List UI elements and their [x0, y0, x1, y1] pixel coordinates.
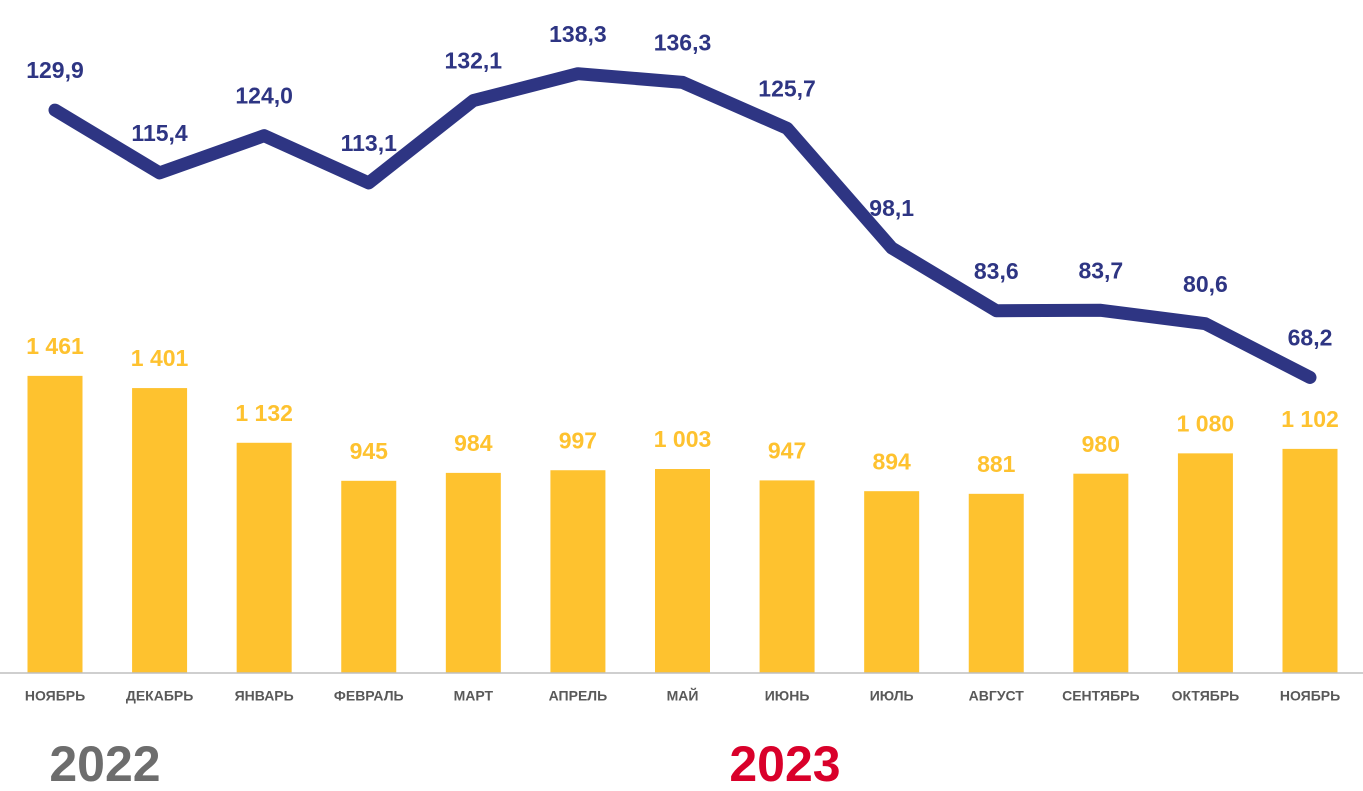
data-label: 68,2 [1288, 325, 1333, 351]
year-label: 2022 [49, 736, 160, 791]
data-label: 129,9 [26, 57, 84, 83]
x-tick-label: АВГУСТ [969, 688, 1025, 704]
year-label: 2023 [729, 736, 840, 791]
x-tick-label: МАЙ [667, 687, 699, 704]
data-label: 124,0 [235, 83, 293, 109]
bar [1073, 473, 1129, 673]
data-label: 1 132 [235, 400, 293, 426]
data-label: 83,6 [974, 258, 1019, 284]
bar [27, 375, 83, 673]
bar [445, 472, 501, 673]
data-label: 80,6 [1183, 271, 1228, 297]
x-tick-label: ЯНВАРЬ [235, 688, 294, 704]
data-label: 138,3 [549, 21, 607, 47]
data-label: 984 [454, 430, 493, 456]
data-label: 1 080 [1177, 410, 1235, 436]
data-label: 945 [350, 438, 389, 464]
x-tick-label: НОЯБРЬ [1280, 688, 1340, 704]
x-tick-label: ДЕКАБРЬ [126, 688, 193, 704]
data-label: 132,1 [445, 48, 503, 74]
bar [759, 480, 815, 673]
data-label: 125,7 [758, 75, 816, 101]
data-label: 83,7 [1078, 257, 1123, 283]
x-tick-label: ФЕВРАЛЬ [334, 688, 404, 704]
data-label: 980 [1082, 431, 1120, 457]
data-label: 98,1 [869, 195, 914, 221]
data-label: 115,4 [131, 120, 187, 146]
data-label: 1 401 [131, 345, 189, 371]
x-tick-label: СЕНТЯБРЬ [1062, 688, 1139, 704]
data-label: 113,1 [341, 130, 397, 156]
data-label: 894 [872, 448, 911, 474]
x-tick-label: АПРЕЛЬ [549, 688, 608, 704]
bar [132, 388, 188, 673]
x-tick-label: ОКТЯБРЬ [1172, 688, 1240, 704]
bar [968, 493, 1024, 673]
data-label: 1 461 [26, 333, 84, 359]
data-label: 947 [768, 437, 806, 463]
bar [655, 469, 710, 673]
data-label: 1 003 [654, 426, 712, 452]
data-label: 136,3 [654, 29, 712, 55]
bar [341, 480, 397, 673]
bar [550, 470, 606, 673]
bar [1282, 448, 1338, 673]
bar [1177, 453, 1233, 673]
bar [864, 491, 920, 673]
data-label: 997 [559, 427, 597, 453]
x-tick-label: ИЮНЬ [765, 688, 810, 704]
data-label: 1 102 [1281, 406, 1339, 432]
line [48, 67, 1317, 384]
data-label: 881 [977, 451, 1016, 477]
x-tick-label: ИЮЛЬ [870, 688, 914, 704]
bar [236, 442, 292, 673]
x-tick-label: МАРТ [454, 688, 494, 704]
x-tick-label: НОЯБРЬ [25, 688, 85, 704]
